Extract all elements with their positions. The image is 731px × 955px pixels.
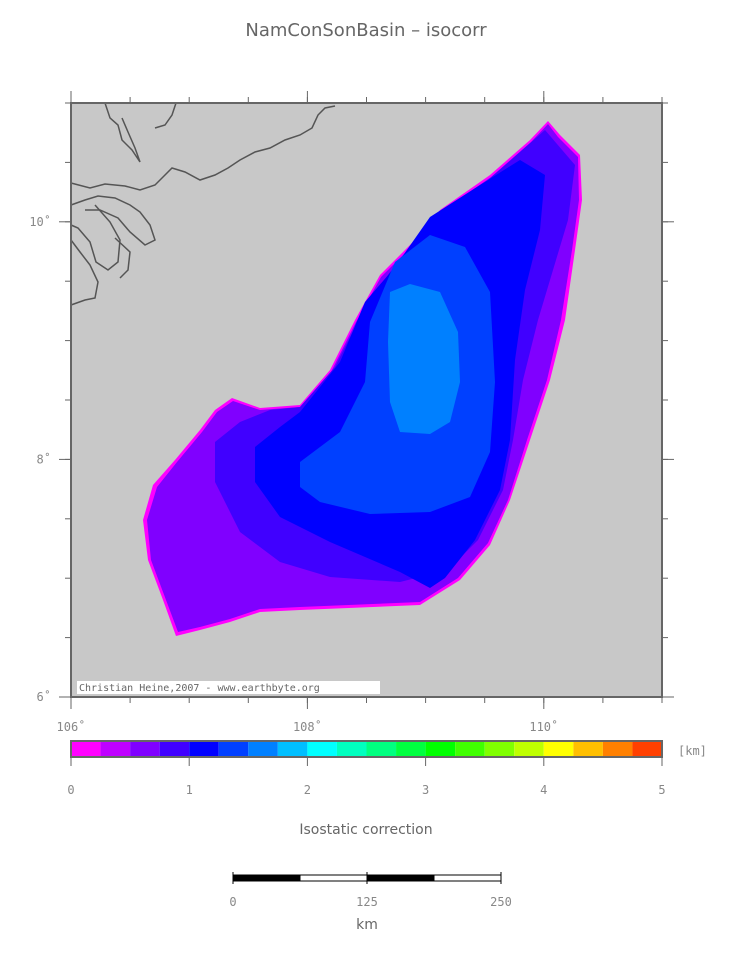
coastline bbox=[70, 102, 336, 306]
colorbar-tick-label: 2 bbox=[304, 783, 311, 797]
credit-box bbox=[77, 681, 380, 694]
colorbar-swatch bbox=[218, 741, 249, 757]
scalebar-segment bbox=[232, 874, 301, 882]
colorbar-swatch bbox=[307, 741, 337, 757]
colorbar-swatch bbox=[159, 741, 190, 757]
scalebar-tick-label: 250 bbox=[490, 895, 512, 909]
colorbar-frame bbox=[70, 740, 663, 758]
colorbar-tick-label: 4 bbox=[540, 783, 547, 797]
colorbar-swatch bbox=[248, 741, 278, 757]
lon-label: 106˚ bbox=[57, 719, 86, 734]
annotations: 106˚ 108˚ 110˚ 6˚ 8˚ 10˚ 0 1 2 3 4 5 0 125 250 bbox=[29, 91, 674, 909]
colorbar-tick-label: 3 bbox=[422, 783, 429, 797]
scalebar-unit: km bbox=[356, 917, 378, 933]
colorbar-swatch bbox=[543, 741, 574, 757]
lat-label: 10˚ bbox=[29, 214, 51, 229]
scalebar-tick-label: 0 bbox=[229, 895, 236, 909]
colorbar-swatch bbox=[396, 741, 426, 757]
scalebar-segment bbox=[299, 874, 368, 882]
lon-label: 108˚ bbox=[293, 719, 322, 734]
colorbar-swatch bbox=[130, 741, 160, 757]
colorbar-swatch bbox=[514, 741, 544, 757]
colorbar-swatch bbox=[366, 741, 397, 757]
colorbar-tick-label: 0 bbox=[67, 783, 74, 797]
isocorr-field bbox=[143, 121, 582, 636]
colorbar-swatch bbox=[602, 741, 633, 757]
colorbar-swatch bbox=[484, 741, 515, 757]
lat-label: 8˚ bbox=[37, 451, 51, 466]
colorbar-tick-label: 5 bbox=[658, 783, 665, 797]
title: NamConSonBasin – isocorr bbox=[245, 20, 487, 41]
colorbar-swatch bbox=[455, 741, 485, 757]
scalebar-tick-label: 125 bbox=[356, 895, 378, 909]
colorbar-swatch bbox=[277, 741, 308, 757]
colorbar-swatch bbox=[425, 741, 456, 757]
colorbar-swatch bbox=[71, 741, 101, 757]
colorbar-swatch bbox=[100, 741, 131, 757]
lat-label: 6˚ bbox=[37, 689, 51, 704]
colorbar-label: Isostatic correction bbox=[299, 822, 432, 838]
scalebar-segment bbox=[433, 874, 502, 882]
colorbar-swatch bbox=[189, 741, 219, 757]
scalebar-segment bbox=[366, 874, 435, 882]
colorbar-swatch bbox=[632, 741, 662, 757]
colorbar-swatch bbox=[573, 741, 603, 757]
credit: Christian Heine,2007 - www.earthbyte.org bbox=[79, 683, 320, 694]
lon-label: 110˚ bbox=[529, 719, 558, 734]
colorbar-swatch bbox=[336, 741, 367, 757]
colorbar-tick-label: 1 bbox=[186, 783, 193, 797]
colorbar-unit: [km] bbox=[678, 744, 707, 758]
